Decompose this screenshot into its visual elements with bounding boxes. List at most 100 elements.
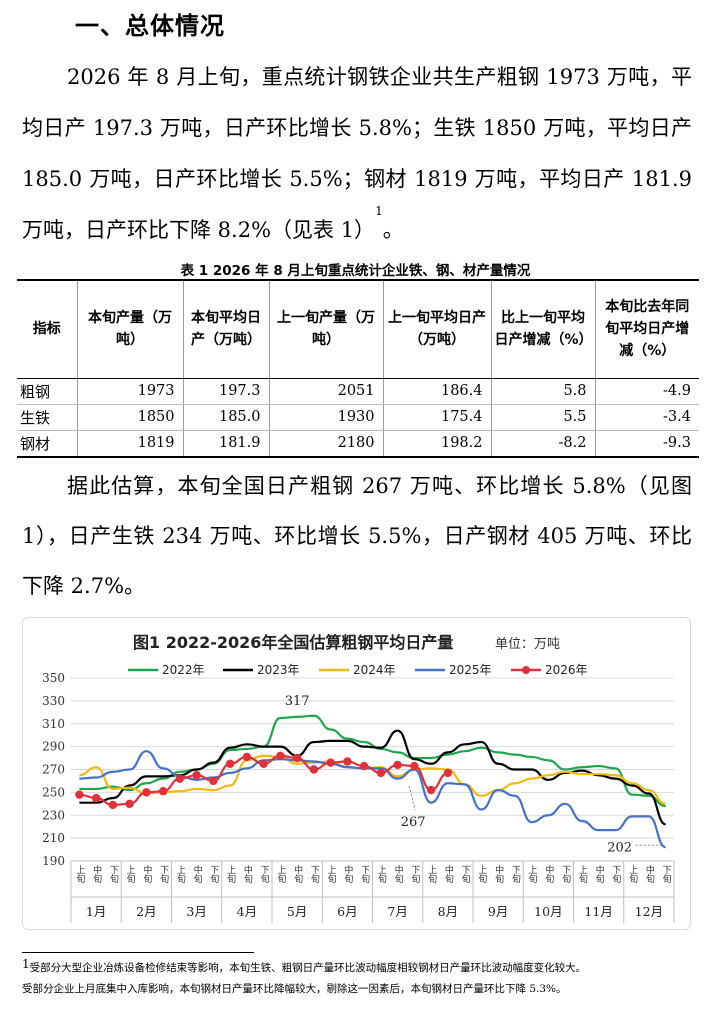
data-point-2026年 <box>75 790 84 799</box>
table-header-row: 指标 本旬产量（万吨） 本旬平均日产（万吨） 上一旬产量（万吨） 上一旬平均日产… <box>17 280 699 379</box>
footnote-line1: 1受部分大型企业冶炼设备检修结束等影响，本旬生铁、粗钢日产量环比波动幅度相较钢材… <box>22 958 702 979</box>
x-period-label: 下旬 <box>208 865 219 884</box>
table-header-cell: 本旬比去年同旬平均日产增减（%） <box>594 280 699 379</box>
x-month-label: 11月 <box>584 904 612 919</box>
x-month-label: 4月 <box>237 904 257 919</box>
table-cell: 198.2 <box>382 430 491 457</box>
paragraph-overview-tail: 。 <box>382 218 404 242</box>
x-period-label: 上旬 <box>125 865 136 884</box>
table-cell: 1819 <box>76 430 183 457</box>
table-cell: 1930 <box>268 404 383 431</box>
x-period-label: 上旬 <box>376 865 387 884</box>
data-point-2026年 <box>175 774 185 783</box>
x-period-label: 上旬 <box>175 865 186 884</box>
x-month-label: 12月 <box>635 904 663 919</box>
x-period-label: 中旬 <box>594 864 605 884</box>
annotation-leader <box>408 785 416 811</box>
footnote-separator <box>22 952 254 953</box>
legend-label: 2025年 <box>449 663 492 677</box>
data-point-2026年 <box>108 800 118 810</box>
footnote-mark: 1 <box>22 957 30 971</box>
x-period-label: 下旬 <box>359 865 370 884</box>
x-period-label: 中旬 <box>192 864 203 884</box>
y-tick-label: 330 <box>42 694 65 708</box>
section-heading: 一、总体情况 <box>75 12 225 40</box>
x-month-label: 8月 <box>438 904 458 919</box>
legend-label: 2022年 <box>162 663 205 677</box>
annotation-label: 202 <box>607 840 632 855</box>
data-point-2026年 <box>259 759 268 768</box>
x-month-label: 2月 <box>136 904 156 919</box>
x-period-label: 中旬 <box>443 864 454 884</box>
footnote-ref[interactable]: 1 <box>375 204 383 218</box>
production-table: 指标 本旬产量（万吨） 本旬平均日产（万吨） 上一旬产量（万吨） 上一旬平均日产… <box>17 279 699 458</box>
x-period-label: 上旬 <box>527 865 538 884</box>
table-cell: 1973 <box>76 378 183 405</box>
y-tick-label: 350 <box>42 671 65 685</box>
chart-title: 图1 2022-2026年全国估算粗钢平均日产量 <box>133 633 453 652</box>
data-point-2026年 <box>326 758 335 767</box>
x-period-label: 下旬 <box>108 865 119 884</box>
y-tick-label: 190 <box>42 854 65 868</box>
data-point-2026年 <box>192 771 201 780</box>
data-point-2026年 <box>209 776 218 786</box>
table-caption: 表 1 2026 年 8 月上旬重点统计企业铁、钢、材产量情况 <box>180 263 531 279</box>
table-header-cell: 本旬平均日产（万吨） <box>182 280 269 379</box>
series-line-2025年 <box>79 750 667 849</box>
x-period-label: 中旬 <box>644 864 655 884</box>
table-row: 钢材 1819 181.9 2180 198.2 -8.2 -9.3 <box>17 430 699 457</box>
x-period-label: 下旬 <box>158 865 169 884</box>
table-cell: 186.4 <box>382 378 491 405</box>
x-period-label: 上旬 <box>326 865 337 884</box>
table-header-cell: 比上一旬平均日产增减（%） <box>490 280 595 379</box>
table-cell: -9.3 <box>594 430 699 457</box>
x-period-label: 中旬 <box>493 864 504 884</box>
footnote-text: 受部分大型企业冶炼设备检修结束等影响，本旬生铁、粗钢日产量环比波动幅度相较钢材日… <box>29 962 587 974</box>
table-row: 生铁 1850 185.0 1930 175.4 5.5 -3.4 <box>17 404 699 431</box>
table-cell: 粗钢 <box>17 378 77 405</box>
x-month-label: 5月 <box>287 904 307 919</box>
data-point-2026年 <box>376 768 386 778</box>
x-period-label: 上旬 <box>577 865 588 884</box>
data-point-2026年 <box>443 768 453 778</box>
y-tick-label: 250 <box>42 785 65 799</box>
x-period-label: 中旬 <box>292 864 303 884</box>
data-point-2026年 <box>292 753 302 763</box>
x-period-label: 下旬 <box>259 865 270 884</box>
table-cell: 钢材 <box>20 434 51 453</box>
data-point-2026年 <box>359 761 369 771</box>
legend-label: 2024年 <box>353 663 396 677</box>
footnote-line2: 受部分企业上月底集中入库影响，本旬钢材日产量环比降幅较大，剔除这一因素后，本旬钢… <box>22 983 567 995</box>
data-point-2026年 <box>393 760 402 770</box>
y-tick-label: 230 <box>42 808 65 822</box>
paragraph-overview-text: 2026 年 8 月上旬，重点统计钢铁企业共生产粗钢 1973 万吨，平均日产 … <box>22 65 692 242</box>
data-point-2026年 <box>410 761 419 771</box>
legend-label: 2026年 <box>545 663 588 677</box>
x-period-label: 上旬 <box>275 865 286 884</box>
x-month-label: 6月 <box>337 904 357 919</box>
table-header-cell: 上一旬产量（万吨） <box>268 280 383 379</box>
table-cell: -4.9 <box>594 378 699 405</box>
paragraph-estimate: 据此估算，本旬全国日产粗钢 267 万吨、环比增长 5.8%（见图 1），日产生… <box>22 474 692 598</box>
table-cell: 2180 <box>268 430 383 457</box>
paragraph-overview: 2026 年 8 月上旬，重点统计钢铁企业共生产粗钢 1973 万吨，平均日产 … <box>22 52 692 256</box>
x-period-label: 下旬 <box>309 865 320 884</box>
table-cell: 5.5 <box>490 404 595 431</box>
series-line-2024年 <box>79 754 666 805</box>
legend-label: 2023年 <box>257 663 300 677</box>
table-cell: -8.2 <box>490 430 595 457</box>
annotation-label: 267 <box>401 815 426 830</box>
data-point-2026年 <box>142 788 151 797</box>
x-period-label: 中旬 <box>91 864 102 884</box>
table-cell: -3.4 <box>594 404 699 431</box>
figure1-chart: 图1 2022-2026年全国估算粗钢平均日产量 单位：万吨 190 210 230 25… <box>22 617 691 930</box>
table-cell: 1850 <box>76 404 183 431</box>
x-month-label: 7月 <box>387 904 407 919</box>
x-period-label: 中旬 <box>393 864 404 884</box>
legend-marker <box>522 666 530 674</box>
data-point-2026年 <box>158 787 168 796</box>
x-period-label: 下旬 <box>661 865 672 884</box>
chart-unit: 单位：万吨 <box>495 637 560 652</box>
data-point-2026年 <box>309 765 319 774</box>
table-row: 粗钢 1973 197.3 2051 186.4 5.8 -4.9 <box>17 378 699 405</box>
